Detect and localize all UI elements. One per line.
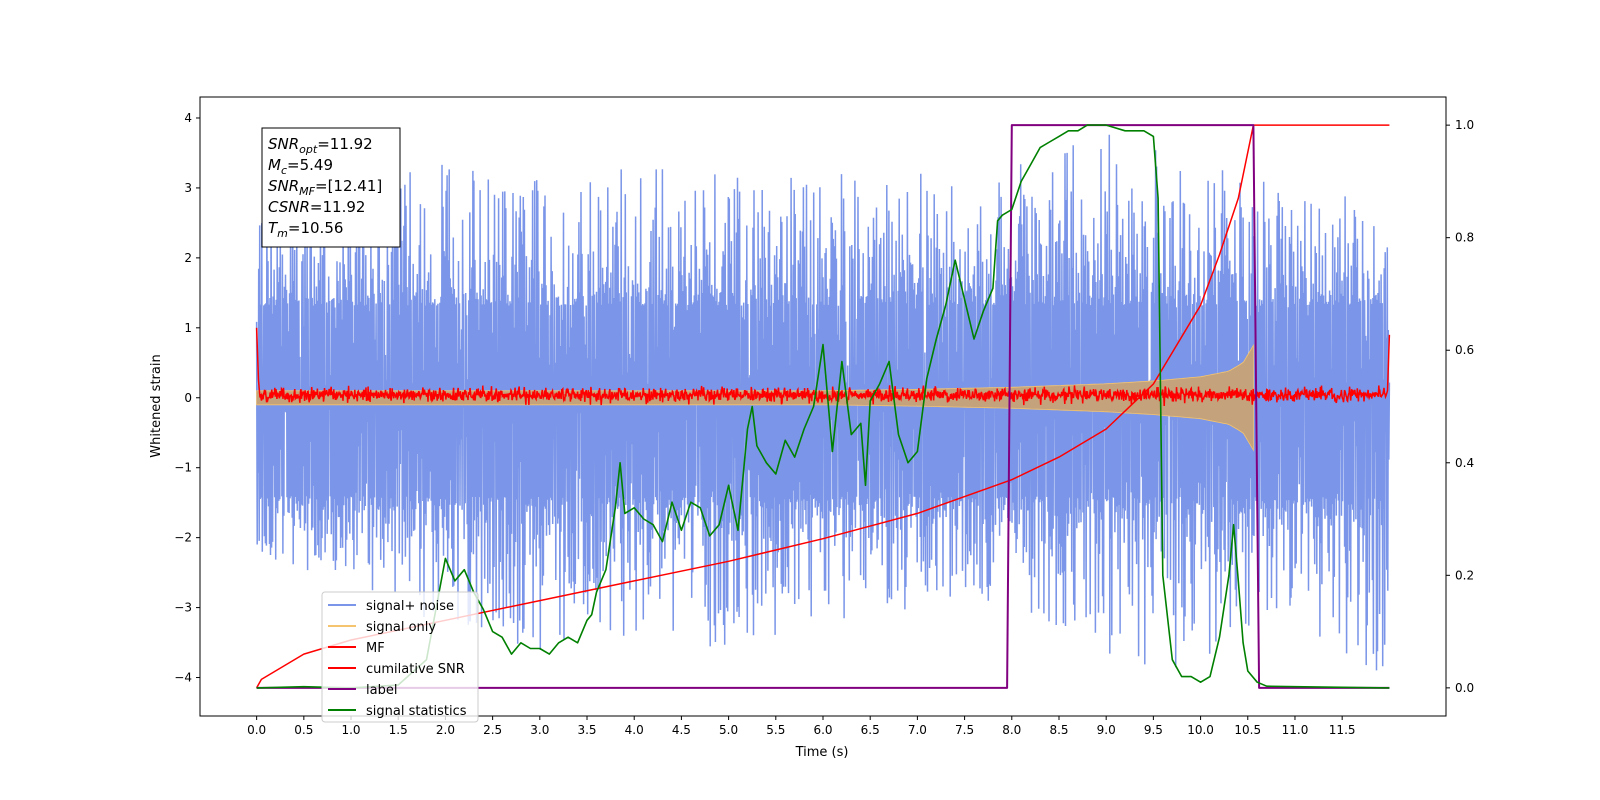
y-tick-label: −3: [174, 601, 192, 615]
x-tick-label: 7.5: [955, 723, 974, 737]
legend-label: MF: [366, 641, 385, 656]
x-tick-label: 0.5: [294, 723, 313, 737]
x-tick-label: 8.5: [1049, 723, 1068, 737]
x-tick-label: 5.5: [766, 723, 785, 737]
legend-label: cumilative SNR: [366, 662, 465, 677]
x-tick-label: 6.0: [813, 723, 832, 737]
y-tick-label: 4: [184, 111, 192, 125]
x-tick-label: 10.5: [1234, 723, 1261, 737]
y-tick-label: 2: [184, 251, 192, 265]
legend-label: label: [366, 683, 397, 698]
series-signal-statistics: [256, 124, 1390, 689]
y-tick-label: −4: [174, 671, 192, 685]
y-right-tick-label: 0.4: [1455, 456, 1474, 470]
x-tick-label: 0.0: [247, 723, 266, 737]
y-right-tick-label: 0.8: [1455, 231, 1474, 245]
legend-frame: [321, 591, 479, 723]
y-tick-label: 1: [184, 321, 192, 335]
y-right-tick-label: 0.0: [1455, 681, 1474, 695]
series-mf: [255, 327, 1391, 407]
y-tick-label: 0: [184, 391, 192, 405]
x-tick-label: 2.0: [436, 723, 455, 737]
x-axis-label: Time (s): [795, 745, 849, 760]
stats-line: Mc=5.49: [268, 156, 333, 177]
y-axis-right: 0.0 0.2 0.4 0.6 0.8 1.0: [1446, 118, 1474, 695]
x-tick-label: 4.0: [625, 723, 644, 737]
x-tick-label: 3.5: [577, 723, 596, 737]
x-tick-label: 3.0: [530, 723, 549, 737]
y-tick-label: −1: [174, 461, 192, 475]
x-tick-label: 7.0: [908, 723, 927, 737]
x-tick-label: 5.0: [719, 723, 738, 737]
y-right-tick-label: 1.0: [1455, 118, 1474, 132]
series-label: [256, 124, 1390, 689]
x-tick-label: 1.0: [341, 723, 360, 737]
stats-box-frame: [261, 127, 401, 248]
stats-line: Tm=10.56: [268, 219, 343, 240]
y-right-tick-label: 0.6: [1455, 343, 1474, 357]
x-tick-label: 8.0: [1002, 723, 1021, 737]
series-signal-only: [256, 343, 1254, 452]
stats-line: CSNR=11.92: [268, 198, 365, 216]
y-tick-label: −2: [174, 531, 192, 545]
x-axis: 0.0 0.5 1.0 1.5 2.0 2.5 3.0 3.5 4.0 4.5 5.0 5.5 6.0 6…: [247, 716, 1356, 737]
x-tick-label: 6.5: [861, 723, 880, 737]
x-tick-label: 10.0: [1187, 723, 1214, 737]
x-tick-label: 11.0: [1282, 723, 1309, 737]
stats-line: SNRMF=[12.41]: [268, 177, 382, 198]
series-signal-noise: [255, 134, 1391, 671]
x-tick-label: 9.0: [1097, 723, 1116, 737]
legend-label: signal statistics: [366, 704, 467, 719]
x-tick-label: 11.5: [1329, 723, 1356, 737]
stats-box: SNRopt=11.92Mc=5.49SNRMF=[12.41]CSNR=11.…: [261, 127, 401, 248]
x-tick-label: 9.5: [1144, 723, 1163, 737]
y-axis-left: −4 −3 −2 −1 0 1 2 3 4: [174, 111, 200, 685]
y-axis-label: Whitened strain: [149, 354, 164, 457]
stats-line: SNRopt=11.92: [268, 135, 373, 156]
x-tick-label: 1.5: [389, 723, 408, 737]
legend: signal+ noise signal only MF cumilative SNR…: [321, 591, 479, 723]
y-tick-label: 3: [184, 181, 192, 195]
x-tick-label: 2.5: [483, 723, 502, 737]
y-right-tick-label: 0.2: [1455, 568, 1474, 582]
legend-label: signal only: [366, 620, 436, 635]
x-tick-label: 4.5: [672, 723, 691, 737]
legend-label: signal+ noise: [366, 599, 454, 614]
